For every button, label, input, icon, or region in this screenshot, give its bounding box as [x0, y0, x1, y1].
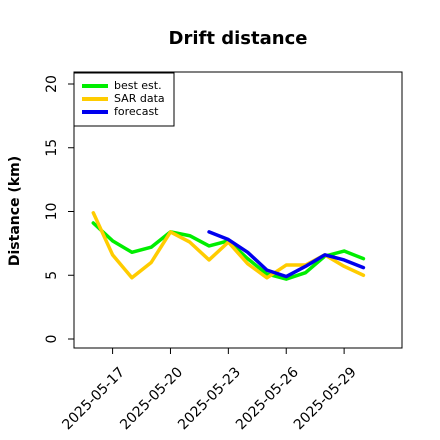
series-line-forecast — [207, 230, 366, 279]
legend-label: best est. — [114, 79, 162, 92]
y-tick-label: 20 — [44, 75, 60, 93]
y-tick-label: 0 — [44, 335, 60, 344]
plot-frame — [73, 71, 403, 349]
x-tick-label: 2025-05-29 — [291, 364, 360, 433]
y-tick-label: 15 — [44, 139, 60, 157]
legend-box — [73, 72, 175, 127]
chart-title: Drift distance — [169, 28, 308, 49]
series-line-best-est — [91, 221, 366, 281]
y-axis-label: Distance (km) — [7, 156, 23, 266]
y-tick-label: 5 — [44, 271, 60, 280]
series-layer — [91, 211, 366, 281]
legend-label: SAR data — [114, 92, 165, 105]
x-axis: 2025-05-172025-05-202025-05-232025-05-26… — [59, 348, 360, 433]
legend-label: forecast — [114, 105, 159, 118]
y-tick-label: 10 — [44, 203, 60, 221]
series-line-sar-data — [91, 211, 366, 280]
y-axis: 0 5 10 15 20 — [44, 75, 74, 343]
